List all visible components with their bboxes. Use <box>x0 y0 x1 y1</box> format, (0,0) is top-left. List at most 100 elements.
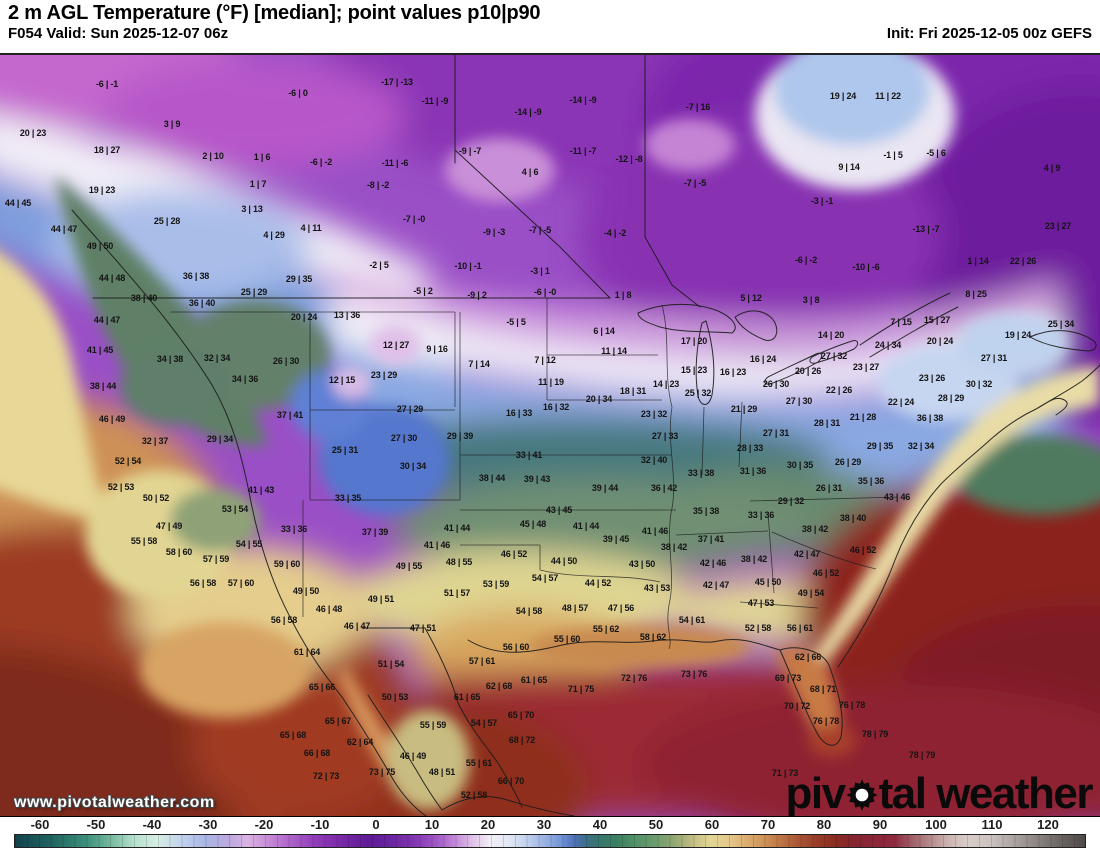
point-value: 54 | 61 <box>678 615 706 625</box>
point-value: 24 | 34 <box>874 340 902 350</box>
point-value: -6 | -2 <box>309 157 333 167</box>
point-value: 3 | 13 <box>241 204 263 214</box>
point-value: 38 | 44 <box>478 473 506 483</box>
point-value: 41 | 44 <box>572 521 600 531</box>
page-title: 2 m AGL Temperature (°F) [median]; point… <box>8 2 541 24</box>
point-value: 43 | 53 <box>643 583 671 593</box>
point-value: 47 | 51 <box>409 623 437 633</box>
colorbar-tick: 70 <box>760 817 776 832</box>
point-value: 53 | 59 <box>482 579 510 589</box>
point-value: 65 | 70 <box>507 710 535 720</box>
point-value: 78 | 79 <box>908 750 936 760</box>
point-value: 65 | 67 <box>324 716 352 726</box>
point-value: 27 | 32 <box>820 351 848 361</box>
watermark: www.pivotalweather.com <box>14 794 215 811</box>
state-borders <box>170 298 899 650</box>
colorbar-gradient <box>14 834 1086 848</box>
colorbar-tick: 120 <box>1037 817 1059 832</box>
point-value: 18 | 31 <box>619 386 647 396</box>
point-value: 49 | 55 <box>395 561 423 571</box>
point-value: -9 | 2 <box>467 290 487 300</box>
point-value: 14 | 20 <box>817 330 845 340</box>
point-value: 23 | 26 <box>918 373 946 383</box>
point-value: 11 | 22 <box>875 91 901 101</box>
point-value: 39 | 43 <box>523 474 551 484</box>
point-value: 27 | 30 <box>785 396 813 406</box>
point-value: 30 | 32 <box>965 379 993 389</box>
point-value: 13 | 36 <box>333 310 361 320</box>
point-value: 57 | 61 <box>468 656 496 666</box>
colorbar-tick: -50 <box>86 817 106 832</box>
point-value: 4 | 11 <box>300 223 322 233</box>
point-value: -6 | -0 <box>533 287 557 297</box>
colorbar-tick: 60 <box>704 817 720 832</box>
point-value: -10 | -1 <box>454 261 482 271</box>
point-value: 61 | 65 <box>453 692 481 702</box>
point-value: 52 | 58 <box>744 623 772 633</box>
point-value: 15 | 23 <box>680 365 708 375</box>
point-value: 9 | 14 <box>838 162 860 172</box>
point-value: 21 | 29 <box>730 404 758 414</box>
point-value: 20 | 24 <box>926 336 954 346</box>
colorbar-tick: 50 <box>648 817 664 832</box>
point-value: -6 | 0 <box>288 88 308 98</box>
point-value: 20 | 34 <box>585 394 613 404</box>
point-value: 17 | 20 <box>680 336 708 346</box>
point-value: 46 | 48 <box>315 604 343 614</box>
point-value: 62 | 68 <box>485 681 513 691</box>
point-value: 12 | 15 <box>328 375 356 385</box>
point-value: -7 | -0 <box>402 214 426 224</box>
point-value: 46 | 49 <box>98 414 126 424</box>
point-value: 56 | 60 <box>502 642 530 652</box>
point-value: 11 | 14 <box>601 346 627 356</box>
point-value: 16 | 33 <box>505 408 533 418</box>
point-value: 25 | 28 <box>153 216 181 226</box>
point-value: 37 | 41 <box>276 410 304 420</box>
colorbar-tick: -10 <box>310 817 330 832</box>
point-value: 49 | 51 <box>367 594 395 604</box>
point-value: 55 | 59 <box>419 720 447 730</box>
point-value: 78 | 79 <box>861 729 889 739</box>
point-value: 54 | 57 <box>531 573 559 583</box>
point-value: 73 | 76 <box>680 669 708 679</box>
temperature-map: -6 | -1 -6 | 0 -17 | -13 -11 | -9 -14 | -9 -1… <box>0 53 1100 817</box>
point-value: -7 | -5 <box>683 178 707 188</box>
point-value: -3 | 1 <box>530 266 550 276</box>
point-value: 1 | 14 <box>967 256 989 266</box>
point-value: 41 | 43 <box>247 485 275 495</box>
point-value: 49 | 50 <box>292 586 320 596</box>
point-value: 27 | 30 <box>390 433 418 443</box>
point-value: 41 | 44 <box>443 523 471 533</box>
point-value: 54 | 57 <box>470 718 498 728</box>
point-value: -5 | 2 <box>413 286 433 296</box>
point-value: 20 | 26 <box>794 366 822 376</box>
point-value: 46 | 47 <box>343 621 371 631</box>
point-value: 62 | 64 <box>346 737 374 747</box>
point-value: 50 | 53 <box>381 692 409 702</box>
point-value: 39 | 45 <box>602 534 630 544</box>
colorbar-tick: -20 <box>254 817 274 832</box>
point-value: 25 | 34 <box>1047 319 1075 329</box>
point-value: 11 | 19 <box>538 377 564 387</box>
point-value: 22 | 26 <box>825 385 853 395</box>
point-value: 57 | 59 <box>202 554 230 564</box>
point-value: 44 | 47 <box>93 315 121 325</box>
point-value: 42 | 47 <box>793 549 821 559</box>
point-value: 56 | 58 <box>270 615 298 625</box>
point-value: 33 | 36 <box>747 510 775 520</box>
borders <box>71 55 1100 816</box>
point-value: 8 | 25 <box>965 289 987 299</box>
point-value: 70 | 72 <box>783 701 811 711</box>
point-value: 44 | 52 <box>584 578 612 588</box>
point-value: 29 | 35 <box>866 441 894 451</box>
point-value: 37 | 41 <box>697 534 725 544</box>
point-value: 36 | 42 <box>650 483 678 493</box>
point-value: 30 | 35 <box>786 460 814 470</box>
point-value: 26 | 31 <box>815 483 843 493</box>
point-value: 49 | 50 <box>86 241 114 251</box>
point-value: 51 | 54 <box>377 659 405 669</box>
point-value: 54 | 55 <box>235 539 263 549</box>
point-value: 38 | 44 <box>89 381 117 391</box>
point-value: 46 | 52 <box>500 549 528 559</box>
